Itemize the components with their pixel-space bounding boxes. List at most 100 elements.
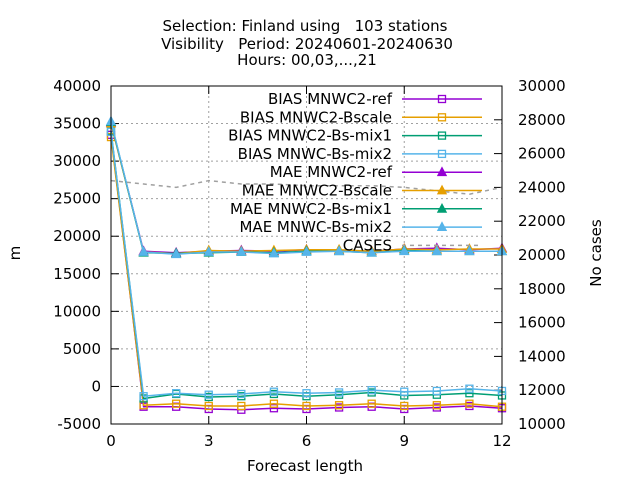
data-point (139, 392, 148, 401)
y2-tick-label: 22000 (518, 212, 566, 230)
y2-tick-label: 24000 (518, 178, 566, 196)
y2-tick-label: 18000 (518, 280, 566, 298)
data-point (464, 245, 475, 256)
y2-tick-label: 16000 (518, 314, 566, 332)
series-7 (105, 115, 508, 259)
legend-label: BIAS MNWC2-ref (268, 90, 393, 108)
x-tick-label: 9 (399, 432, 409, 450)
data-point (367, 386, 376, 395)
legend-marker (436, 202, 448, 213)
y-tick-label: 0 (91, 377, 101, 395)
data-point (172, 389, 181, 398)
data-point (465, 399, 474, 408)
data-point (204, 401, 213, 411)
y2-axis-label: No cases (587, 219, 605, 287)
legend-marker (436, 184, 448, 195)
data-point (333, 245, 345, 256)
legend-entry: MAE MNWC2-ref (270, 163, 482, 181)
x-tick-label: 0 (106, 432, 116, 450)
data-point (366, 246, 377, 257)
title-line-2: Visibility Period: 20240601-20240630 (161, 35, 453, 53)
y-tick-label: 15000 (53, 265, 101, 283)
legend-entry: BIAS MNWC2-Bs-mix1 (228, 127, 482, 145)
data-point (237, 389, 246, 399)
title-line-1: Selection: Finland using 103 stations (163, 17, 448, 35)
data-point (367, 399, 376, 408)
y2-tick-label: 28000 (518, 111, 566, 129)
title-line-3: Hours: 00,03,...,21 (237, 51, 377, 69)
data-point (203, 246, 214, 256)
series-3 (106, 127, 507, 401)
legend-marker (436, 166, 448, 177)
data-point (171, 248, 182, 259)
x-tick-label: 12 (492, 432, 511, 450)
data-point (204, 390, 213, 399)
legend-entry: MAE MNWC2-Bs-mix1 (230, 200, 482, 218)
data-point (432, 401, 441, 410)
series-8 (110, 179, 503, 195)
x-axis-label: Forecast length (247, 457, 363, 475)
legend-label: CASES (343, 236, 392, 254)
data-point (269, 387, 279, 396)
legend-entry: MAE MNWC-Bs-mix2 (239, 218, 482, 236)
data-point (172, 399, 181, 408)
legend-entry: BIAS MNWC-Bs-mix2 (238, 145, 482, 163)
data-point (399, 245, 410, 256)
data-point (432, 386, 441, 396)
y-tick-label: 10000 (53, 302, 101, 320)
legend-label: BIAS MNWC-Bs-mix2 (238, 145, 392, 163)
series-1 (106, 132, 507, 411)
data-point (237, 401, 246, 411)
data-point (236, 246, 247, 256)
data-point (400, 387, 409, 396)
data-point (269, 404, 279, 413)
legend-marker (437, 94, 447, 104)
y2-tick-label: 10000 (518, 415, 566, 433)
data-point (302, 401, 311, 411)
data-point (334, 401, 344, 410)
grid (111, 86, 502, 424)
legend-label: BIAS MNWC2-Bs-mix1 (228, 127, 392, 145)
data-point (465, 384, 474, 393)
y-tick-label: 25000 (53, 190, 101, 208)
y-tick-label: 30000 (53, 152, 101, 170)
y-tick-label: 40000 (53, 77, 101, 95)
data-point (334, 388, 344, 397)
legend-label: MAE MNWC2-ref (270, 163, 393, 181)
data-point (302, 389, 311, 398)
legend-label: BIAS MNWC2-Bscale (240, 108, 392, 126)
y-tick-label: 35000 (53, 115, 101, 133)
legend-entry: CASES (343, 236, 482, 254)
chart-title: Selection: Finland using 103 stations Vi… (161, 17, 453, 69)
axes: 0 3 6 9 12 -5000 0 5000 10000 15000 20000 25000 3000… (53, 77, 565, 450)
series-line (110, 137, 503, 408)
y2-tick-label: 26000 (518, 145, 566, 163)
series-line (110, 179, 503, 195)
x-tick-label: 3 (204, 432, 214, 450)
data-point (268, 247, 280, 258)
data-point (400, 401, 409, 411)
legend-label: MAE MNWC-Bs-mix2 (239, 218, 392, 236)
y2-tick-label: 12000 (518, 381, 566, 399)
y-tick-label: -5000 (57, 415, 101, 433)
y-tick-label: 20000 (53, 227, 101, 245)
data-point (431, 245, 442, 256)
legend-label: MAE MNWC2-Bs-mix1 (230, 200, 392, 218)
legend-marker (437, 113, 447, 122)
legend-entry: BIAS MNWC2-Bscale (240, 108, 482, 126)
legend-entry: BIAS MNWC2-ref (268, 90, 482, 108)
y-axis-label: m (6, 246, 24, 261)
plot-border (110, 85, 503, 425)
x-tick-label: 6 (302, 432, 312, 450)
y2-tick-label: 20000 (518, 246, 566, 264)
legend-marker (437, 131, 447, 140)
data-point (301, 246, 312, 256)
data-point (465, 389, 474, 398)
legend-label: MAE MNWC2-Bscale (242, 182, 392, 200)
y2-tick-label: 30000 (518, 77, 566, 95)
series-line (110, 131, 503, 398)
data-point (138, 246, 149, 256)
legend-entry: MAE MNWC2-Bscale (242, 182, 482, 200)
